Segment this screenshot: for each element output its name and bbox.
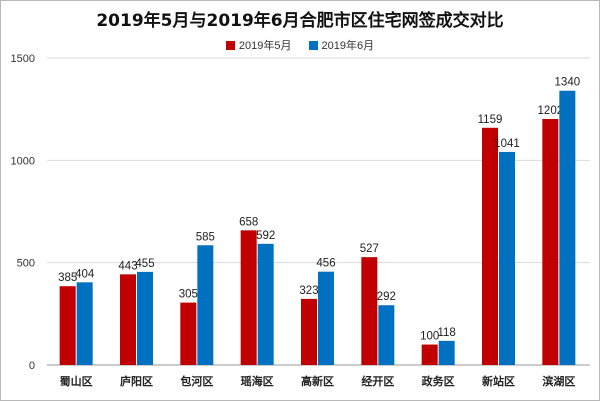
- y-tick-label: 500: [17, 258, 35, 270]
- data-label: 592: [256, 230, 275, 242]
- bar: [542, 118, 559, 366]
- data-label: 323: [299, 285, 318, 297]
- bar: [240, 230, 257, 365]
- legend-label-june: 2019年6月: [321, 40, 375, 52]
- data-label: 305: [179, 289, 198, 301]
- data-label: 100: [420, 331, 439, 343]
- bar: [482, 127, 498, 365]
- data-label: 292: [377, 291, 396, 303]
- y-tick-label: 0: [29, 360, 35, 372]
- y-tick-label: 1000: [11, 155, 35, 167]
- x-tick-label: 经开区: [361, 374, 394, 388]
- x-tick-label: 滨湖区: [542, 374, 575, 388]
- bar: [137, 271, 153, 365]
- x-tick-label: 瑶海区: [241, 374, 274, 388]
- legend-swatch-may: [225, 40, 235, 50]
- bar: [559, 90, 576, 365]
- bar: [257, 243, 274, 365]
- bar: [361, 257, 378, 365]
- bar: [76, 282, 93, 365]
- data-label: 1041: [494, 138, 520, 150]
- x-tick-label: 新站区: [482, 374, 515, 388]
- chart-title: 2019年5月与2019年6月合肥市区住宅网签成交对比: [96, 11, 504, 31]
- bar: [59, 286, 76, 365]
- x-tick-label: 包河区: [179, 374, 213, 388]
- x-tick-label: 政务区: [422, 374, 455, 388]
- bar: [421, 344, 438, 365]
- bar: [499, 151, 515, 365]
- bar: [301, 298, 317, 365]
- data-label: 385: [58, 272, 77, 284]
- bar: [197, 245, 214, 365]
- data-label: 527: [360, 243, 379, 255]
- y-tick-label: 1500: [11, 53, 35, 65]
- data-label: 1159: [478, 114, 503, 126]
- data-label: 456: [316, 258, 335, 270]
- x-tick-label: 蜀山区: [60, 374, 93, 388]
- data-label: 1202: [538, 105, 564, 117]
- legend-swatch-june: [308, 40, 318, 50]
- legend-item-may: 2019年5月: [225, 37, 292, 53]
- legend-item-june: 2019年6月: [308, 37, 375, 53]
- bar: [318, 271, 334, 365]
- data-label: 404: [75, 268, 95, 280]
- data-label: 455: [135, 258, 154, 270]
- chart-legend: 2019年5月 2019年6月: [0, 37, 600, 53]
- data-label: 118: [437, 327, 455, 339]
- data-label: 585: [196, 231, 215, 243]
- data-label: 443: [118, 260, 137, 272]
- bar: [120, 274, 136, 365]
- x-tick-label: 庐阳区: [120, 374, 153, 388]
- bar: [438, 340, 455, 365]
- legend-label-may: 2019年5月: [238, 40, 292, 52]
- bar: [180, 302, 197, 365]
- bar: [378, 305, 395, 365]
- data-label: 1340: [555, 77, 581, 89]
- x-tick-label: 高新区: [301, 374, 334, 388]
- data-label: 658: [239, 216, 258, 228]
